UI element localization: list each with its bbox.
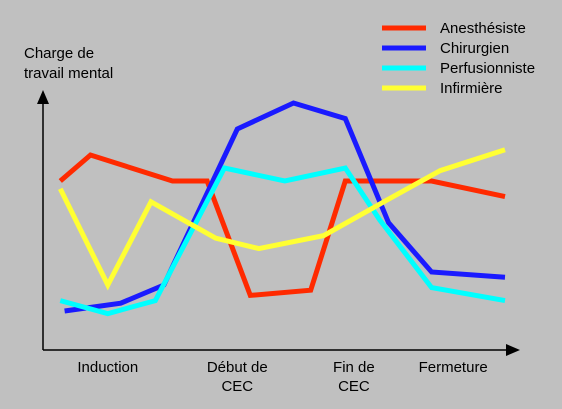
legend-label-2: Chirurgien	[440, 40, 509, 57]
y-axis-label: Charge de travail mental	[24, 45, 113, 82]
legend-label-3: Perfusionniste	[440, 60, 535, 77]
x-tick-label-2-line-2: CEC	[221, 378, 253, 395]
series-line-2	[64, 100, 506, 314]
legend: Anesthésiste Chirurgien Perfusionniste Infi…	[382, 20, 535, 97]
series-line-4	[58, 147, 506, 291]
legend-label-4: Infirmière	[440, 80, 503, 97]
series-layer	[58, 100, 506, 317]
x-tick-label-1-line-1: Induction	[77, 359, 138, 376]
series-line-3	[59, 165, 506, 317]
x-tick-label-2: Début de CEC	[207, 359, 268, 395]
y-axis-label-line-1: Charge de	[24, 45, 94, 62]
x-tick-label-3-line-2: CEC	[338, 378, 370, 395]
x-tick-labels: Induction Début de CEC Fin de CEC Fermeture	[77, 359, 487, 395]
y-axis-label-line-2: travail mental	[24, 65, 113, 82]
x-tick-label-3-line-1: Fin de	[333, 359, 375, 376]
legend-label-1: Anesthésiste	[440, 20, 526, 37]
x-tick-label-1: Induction	[77, 359, 138, 376]
x-tick-label-4-line-1: Fermeture	[419, 359, 488, 376]
x-axis-arrow-icon	[506, 344, 520, 356]
y-axis-arrow-icon	[37, 90, 49, 104]
x-tick-label-2-line-1: Début de	[207, 359, 268, 376]
axes	[37, 90, 520, 356]
series-line-1	[58, 152, 506, 299]
x-tick-label-4: Fermeture	[419, 359, 488, 376]
x-tick-label-3: Fin de CEC	[333, 359, 375, 395]
